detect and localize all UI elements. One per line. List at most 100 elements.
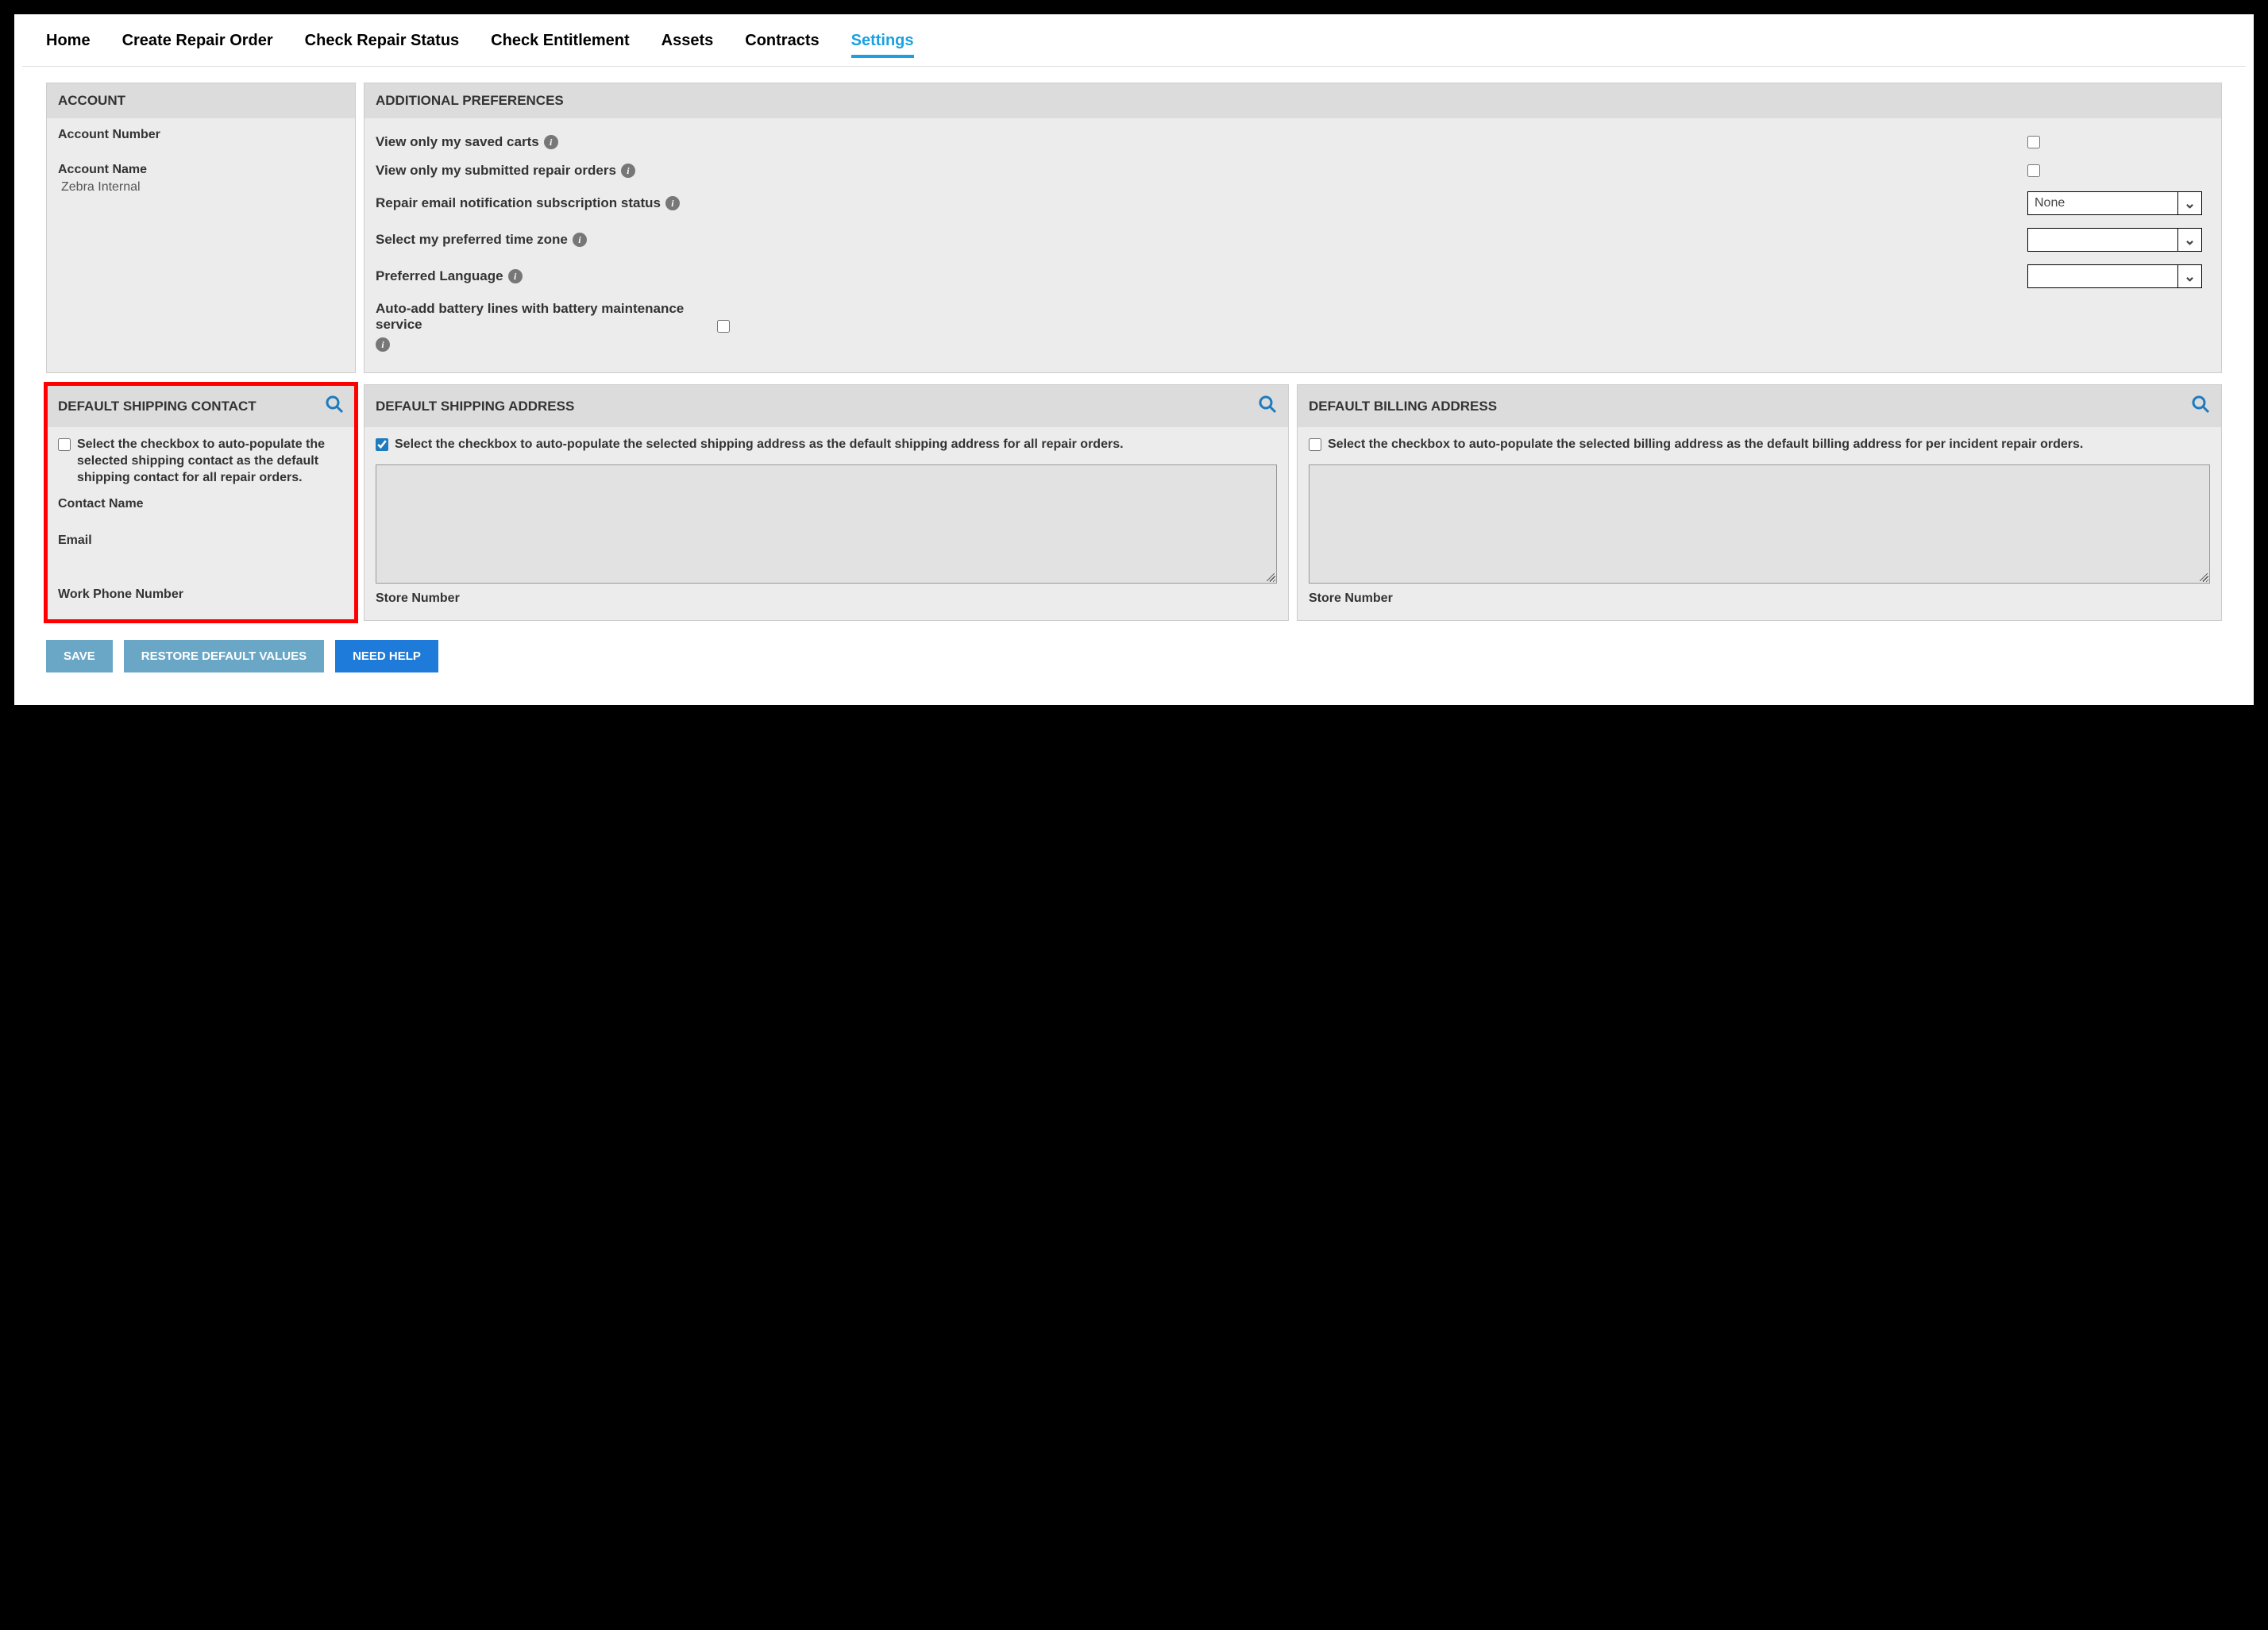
billing-address-body: Select the checkbox to auto-populate the… bbox=[1298, 427, 2221, 620]
preferences-header: ADDITIONAL PREFERENCES bbox=[364, 83, 2221, 118]
phone-label: Work Phone Number bbox=[58, 588, 344, 602]
pref-timezone-label: Select my preferred time zone i bbox=[376, 232, 2019, 248]
pref-submitted-orders-row: View only my submitted repair orders i bbox=[376, 156, 2210, 185]
content: ACCOUNT Account Number Account Name Zebr… bbox=[22, 67, 2246, 621]
chevron-down-icon: ⌄ bbox=[2177, 192, 2201, 214]
account-name-value: Zebra Internal bbox=[58, 180, 344, 195]
tab-check-repair-status[interactable]: Check Repair Status bbox=[305, 32, 460, 58]
pref-timezone-control: ⌄ bbox=[2027, 228, 2210, 252]
shipping-address-textarea[interactable] bbox=[376, 464, 1277, 584]
billing-address-checkbox-text: Select the checkbox to auto-populate the… bbox=[1328, 437, 2083, 453]
chevron-down-icon: ⌄ bbox=[2177, 265, 2201, 287]
row-bottom: DEFAULT SHIPPING CONTACT Select the chec… bbox=[46, 384, 2222, 621]
nav-tabs: Home Create Repair Order Check Repair St… bbox=[22, 22, 2246, 67]
pref-email-sub-row: Repair email notification subscription s… bbox=[376, 185, 2210, 222]
pref-email-sub-value: None bbox=[2028, 192, 2177, 214]
pref-submitted-orders-checkbox[interactable] bbox=[2027, 164, 2040, 177]
pref-auto-battery-text: Auto-add battery lines with battery main… bbox=[376, 301, 709, 333]
account-panel: ACCOUNT Account Number Account Name Zebr… bbox=[46, 83, 356, 373]
default-shipping-contact-panel: DEFAULT SHIPPING CONTACT Select the chec… bbox=[46, 384, 356, 621]
need-help-button[interactable]: NEED HELP bbox=[335, 640, 438, 672]
pref-language-label: Preferred Language i bbox=[376, 268, 2019, 284]
pref-email-sub-text: Repair email notification subscription s… bbox=[376, 195, 661, 211]
shipping-contact-body: Select the checkbox to auto-populate the… bbox=[47, 427, 355, 620]
preferences-title: ADDITIONAL PREFERENCES bbox=[376, 93, 564, 109]
preferences-panel: ADDITIONAL PREFERENCES View only my save… bbox=[364, 83, 2222, 373]
pref-submitted-orders-control bbox=[2027, 164, 2210, 177]
pref-language-value bbox=[2028, 265, 2177, 287]
preferences-body: View only my saved carts i View only my … bbox=[364, 118, 2221, 372]
default-billing-address-panel: DEFAULT BILLING ADDRESS Select the check… bbox=[1297, 384, 2222, 621]
tab-settings[interactable]: Settings bbox=[851, 32, 914, 58]
billing-address-title: DEFAULT BILLING ADDRESS bbox=[1309, 399, 1497, 414]
shipping-contact-checkbox[interactable] bbox=[58, 438, 71, 451]
shipping-address-title: DEFAULT SHIPPING ADDRESS bbox=[376, 399, 574, 414]
search-icon[interactable] bbox=[2191, 395, 2210, 418]
shipping-contact-checkbox-text: Select the checkbox to auto-populate the… bbox=[77, 437, 344, 486]
shipping-contact-header: DEFAULT SHIPPING CONTACT bbox=[47, 385, 355, 427]
pref-language-row: Preferred Language i ⌄ bbox=[376, 258, 2210, 295]
button-row: SAVE RESTORE DEFAULT VALUES NEED HELP bbox=[22, 640, 2246, 672]
tab-contracts[interactable]: Contracts bbox=[745, 32, 819, 58]
account-panel-header: ACCOUNT bbox=[47, 83, 355, 118]
billing-address-checkbox[interactable] bbox=[1309, 438, 1321, 451]
pref-language-control: ⌄ bbox=[2027, 264, 2210, 288]
pref-timezone-value bbox=[2028, 229, 2177, 251]
pref-auto-battery-row: Auto-add battery lines with battery main… bbox=[376, 295, 2210, 358]
pref-timezone-row: Select my preferred time zone i ⌄ bbox=[376, 222, 2210, 258]
pref-auto-battery-checkbox[interactable] bbox=[717, 320, 730, 333]
account-title: ACCOUNT bbox=[58, 93, 125, 109]
save-button[interactable]: SAVE bbox=[46, 640, 113, 672]
billing-address-header: DEFAULT BILLING ADDRESS bbox=[1298, 385, 2221, 427]
billing-address-checkbox-row: Select the checkbox to auto-populate the… bbox=[1309, 437, 2210, 453]
info-icon[interactable]: i bbox=[508, 269, 523, 283]
row-top: ACCOUNT Account Number Account Name Zebr… bbox=[46, 83, 2222, 373]
search-icon[interactable] bbox=[325, 395, 344, 418]
pref-language-text: Preferred Language bbox=[376, 268, 503, 284]
restore-button[interactable]: RESTORE DEFAULT VALUES bbox=[124, 640, 324, 672]
account-number-label: Account Number bbox=[58, 128, 344, 142]
pref-saved-carts-checkbox[interactable] bbox=[2027, 136, 2040, 148]
pref-saved-carts-label: View only my saved carts i bbox=[376, 134, 2019, 150]
pref-email-sub-control: None ⌄ bbox=[2027, 191, 2210, 215]
tab-home[interactable]: Home bbox=[46, 32, 91, 58]
shipping-address-body: Select the checkbox to auto-populate the… bbox=[364, 427, 1288, 620]
pref-language-select[interactable]: ⌄ bbox=[2027, 264, 2202, 288]
chevron-down-icon: ⌄ bbox=[2177, 229, 2201, 251]
info-icon[interactable]: i bbox=[376, 337, 390, 352]
pref-auto-battery-label: Auto-add battery lines with battery main… bbox=[376, 301, 709, 352]
page: Home Create Repair Order Check Repair St… bbox=[14, 14, 2254, 705]
info-icon[interactable]: i bbox=[665, 196, 680, 210]
pref-timezone-text: Select my preferred time zone bbox=[376, 232, 568, 248]
shipping-address-checkbox[interactable] bbox=[376, 438, 388, 451]
pref-email-sub-label: Repair email notification subscription s… bbox=[376, 195, 2019, 211]
billing-address-textarea[interactable] bbox=[1309, 464, 2210, 584]
shipping-address-checkbox-row: Select the checkbox to auto-populate the… bbox=[376, 437, 1277, 453]
pref-saved-carts-control bbox=[2027, 136, 2210, 148]
account-panel-body: Account Number Account Name Zebra Intern… bbox=[47, 118, 355, 372]
shipping-store-label: Store Number bbox=[376, 592, 1277, 606]
pref-submitted-orders-label: View only my submitted repair orders i bbox=[376, 163, 2019, 179]
contact-name-label: Contact Name bbox=[58, 497, 344, 511]
tab-assets[interactable]: Assets bbox=[662, 32, 714, 58]
shipping-address-checkbox-text: Select the checkbox to auto-populate the… bbox=[395, 437, 1124, 453]
shipping-contact-title: DEFAULT SHIPPING CONTACT bbox=[58, 399, 256, 414]
search-icon[interactable] bbox=[1258, 395, 1277, 418]
info-icon[interactable]: i bbox=[573, 233, 587, 247]
tab-check-entitlement[interactable]: Check Entitlement bbox=[491, 32, 629, 58]
pref-submitted-orders-text: View only my submitted repair orders bbox=[376, 163, 616, 179]
account-name-label: Account Name bbox=[58, 163, 344, 177]
billing-store-label: Store Number bbox=[1309, 592, 2210, 606]
pref-saved-carts-text: View only my saved carts bbox=[376, 134, 539, 150]
shipping-address-header: DEFAULT SHIPPING ADDRESS bbox=[364, 385, 1288, 427]
pref-email-sub-select[interactable]: None ⌄ bbox=[2027, 191, 2202, 215]
tab-create-repair-order[interactable]: Create Repair Order bbox=[122, 32, 273, 58]
info-icon[interactable]: i bbox=[621, 164, 635, 178]
shipping-contact-checkbox-row: Select the checkbox to auto-populate the… bbox=[58, 437, 344, 486]
email-label: Email bbox=[58, 534, 344, 548]
pref-timezone-select[interactable]: ⌄ bbox=[2027, 228, 2202, 252]
info-icon[interactable]: i bbox=[544, 135, 558, 149]
pref-auto-battery-control bbox=[717, 320, 900, 333]
default-shipping-address-panel: DEFAULT SHIPPING ADDRESS Select the chec… bbox=[364, 384, 1289, 621]
pref-saved-carts-row: View only my saved carts i bbox=[376, 128, 2210, 156]
